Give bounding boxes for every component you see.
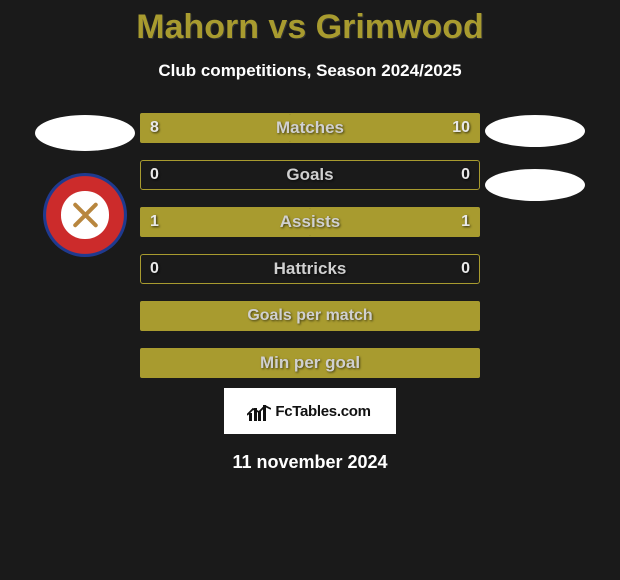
stat-bar-min-per-goal: Min per goal [140,348,480,378]
right-player-column [480,113,590,201]
stat-bar-hattricks: 0 0 Hattricks [140,254,480,284]
stat-bars: 8 10 Matches 0 0 Goals 1 1 Assists 0 0 Hattricks Goa… [140,113,480,378]
bar-value-right: 1 [461,213,470,231]
stat-bar-matches: 8 10 Matches [140,113,480,143]
bar-label: Hattricks [274,259,347,279]
stat-bar-assists: 1 1 Assists [140,207,480,237]
bar-label: Assists [280,212,340,232]
bar-value-right: 0 [461,166,470,184]
stat-bar-goals-per-match: Goals per match [140,301,480,331]
infographic-root: Mahorn vs Grimwood Club competitions, Se… [0,0,620,580]
left-club-crest [43,173,127,257]
crest-inner [61,191,108,238]
logo-text: FcTables.com [275,403,370,420]
right-club-crest [485,169,585,201]
bar-label: Min per goal [260,353,360,373]
comparison-row: 8 10 Matches 0 0 Goals 1 1 Assists 0 0 Hattricks Goa… [0,113,620,378]
fctables-logo: FcTables.com [224,388,396,434]
date-label: 11 november 2024 [232,452,387,473]
bar-value-left: 1 [150,213,159,231]
stat-bar-goals: 0 0 Goals [140,160,480,190]
chart-icon [249,401,269,421]
left-player-avatar [35,115,135,151]
right-player-avatar [485,115,585,147]
bar-value-left: 0 [150,166,159,184]
left-player-column [30,113,140,257]
subtitle: Club competitions, Season 2024/2025 [158,61,461,81]
bar-label: Goals per match [247,307,372,325]
bar-fill-left [140,113,290,143]
bar-label: Matches [276,118,344,138]
bar-value-right: 0 [461,260,470,278]
bar-value-left: 0 [150,260,159,278]
bar-label: Goals [286,165,333,185]
page-title: Mahorn vs Grimwood [136,8,484,47]
bar-value-left: 8 [150,119,159,137]
bar-value-right: 10 [452,119,470,137]
